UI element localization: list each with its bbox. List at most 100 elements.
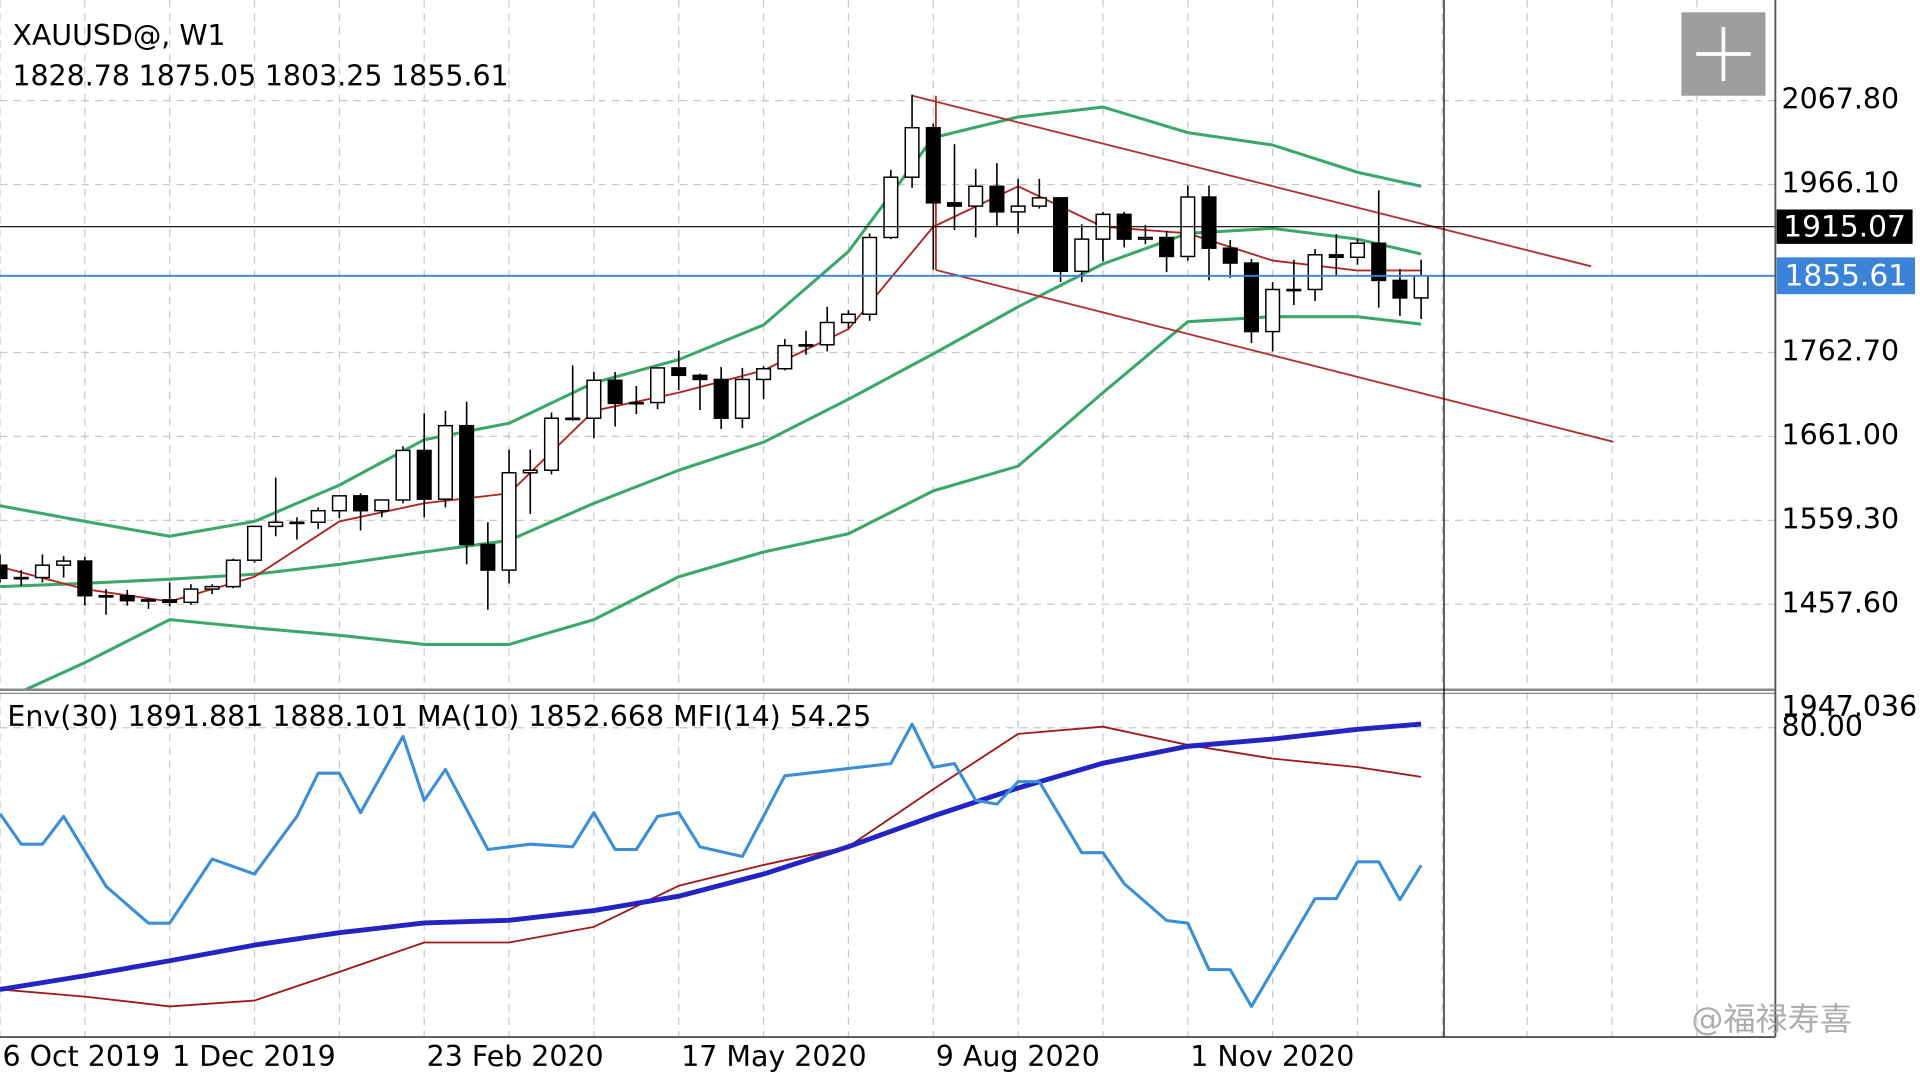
y-tick-label: 1559.30: [1782, 502, 1900, 535]
candle-body: [34, 564, 50, 579]
candle-body: [374, 499, 390, 512]
candle-body: [1371, 242, 1387, 282]
candle-body: [968, 185, 984, 207]
y2-tick-label: 80.00: [1782, 710, 1863, 743]
symbol-title: XAUUSD@, W1: [12, 19, 225, 52]
candle-body: [98, 594, 114, 598]
indicator-caption: Env(30) 1891.881 1888.101 MA(10) 1852.66…: [7, 700, 871, 733]
crosshair-button[interactable]: [1681, 12, 1766, 96]
overlay: 1855.61 1915.07: [0, 209, 1916, 295]
candle-body: [798, 344, 814, 347]
channel: [912, 94, 1614, 443]
y-tick-label: 1762.70: [1782, 335, 1900, 368]
y-tick-label: 1947.036: [1782, 690, 1918, 723]
candle-body: [183, 588, 199, 604]
x-tick-label: 17 May 2020: [681, 1040, 866, 1073]
y-tick-label: 1661.00: [1782, 418, 1900, 451]
x-tick-label: 23 Feb 2020: [427, 1040, 604, 1073]
indicator-line: [0, 105, 1422, 538]
candle-body: [246, 525, 263, 561]
candle-body: [628, 401, 644, 405]
candle-body: [501, 471, 517, 571]
candle-body: [56, 560, 72, 566]
candle-body: [140, 599, 157, 602]
candle-body: [1137, 236, 1153, 240]
candle-body: [353, 495, 369, 512]
x-tick-label: 9 Aug 2020: [936, 1040, 1100, 1073]
candle-body: [925, 126, 941, 204]
candle-body: [1074, 238, 1090, 273]
candle-body: [162, 599, 178, 604]
candle-body: [1413, 275, 1429, 299]
indicator-line: [0, 226, 1422, 589]
indicator-line: [21, 315, 1422, 690]
candle-body: [1307, 254, 1323, 291]
candle-body: [734, 378, 750, 419]
candle-body: [756, 367, 772, 381]
candle-body: [1159, 236, 1175, 258]
candle-body: [459, 424, 475, 546]
candle-body: [713, 378, 729, 419]
current-price-box: [1776, 257, 1916, 295]
current-price-label: 1855.61: [1785, 259, 1908, 293]
candle-body: [1243, 262, 1259, 333]
candle-body: [1265, 288, 1281, 333]
watermark: @福禄寿喜: [1691, 1000, 1852, 1038]
open-value: 1828.78: [12, 59, 130, 92]
candle-body: [543, 417, 560, 471]
candle-body: [819, 321, 835, 346]
ohlc-readout: 1828.78 1875.05 1803.25 1855.61: [12, 59, 508, 92]
candle-body: [1328, 254, 1344, 259]
candle-body: [586, 379, 602, 419]
candle-body: [1349, 242, 1366, 259]
candle-body: [649, 367, 666, 404]
indicator-line: [0, 721, 1422, 992]
candle-body: [607, 379, 623, 405]
close-value: 1855.61: [391, 59, 509, 92]
candle-body: [310, 509, 326, 523]
x-tick-label: 6 Oct 2019: [2, 1040, 160, 1073]
low-value: 1803.25: [265, 59, 383, 92]
candle-body: [1201, 196, 1217, 249]
x-tick-label: 1 Dec 2019: [172, 1040, 336, 1073]
candle-body: [883, 176, 899, 239]
candle-body: [416, 449, 432, 500]
candle-body: [946, 202, 963, 207]
candle-body: [1031, 197, 1047, 207]
candle-body: [204, 585, 220, 590]
candle-body: [395, 449, 411, 501]
oscillator-axis: 1947.036: [1782, 690, 1918, 723]
channel-upper: [912, 94, 1592, 268]
candle-body: [0, 564, 8, 580]
crosshair-price-label: 1915.07: [1783, 209, 1906, 243]
oscillator-lines: [0, 721, 1423, 1008]
candle-body: [119, 594, 135, 602]
crosshair-price-box: [1776, 209, 1913, 244]
candles: [0, 94, 1429, 615]
channel-lower: [935, 269, 1614, 443]
candle-body: [331, 495, 347, 512]
candle-body: [1010, 205, 1026, 213]
high-value: 1875.05: [139, 59, 257, 92]
candle-body: [1222, 247, 1238, 264]
grid: [0, 0, 1776, 1038]
candle-body: [77, 560, 93, 597]
y-tick-label: 2067.80: [1782, 83, 1900, 116]
candle-body: [225, 559, 241, 588]
candle-body: [904, 126, 920, 178]
candle-body: [692, 374, 708, 381]
candle-body: [268, 521, 284, 528]
indicator-line: [0, 722, 1423, 1008]
y-tick-label: 1966.10: [1782, 167, 1900, 200]
candle-body: [989, 185, 1005, 213]
candle-body: [1286, 288, 1302, 292]
candle-body: [840, 313, 856, 324]
candle-body: [437, 424, 453, 500]
y-tick-label: 1457.60: [1782, 586, 1900, 619]
candle-body: [1053, 197, 1069, 273]
x-tick-label: 1 Nov 2020: [1190, 1040, 1354, 1073]
candle-body: [1392, 279, 1408, 299]
candle-body: [13, 576, 29, 580]
candle-body: [671, 367, 687, 377]
